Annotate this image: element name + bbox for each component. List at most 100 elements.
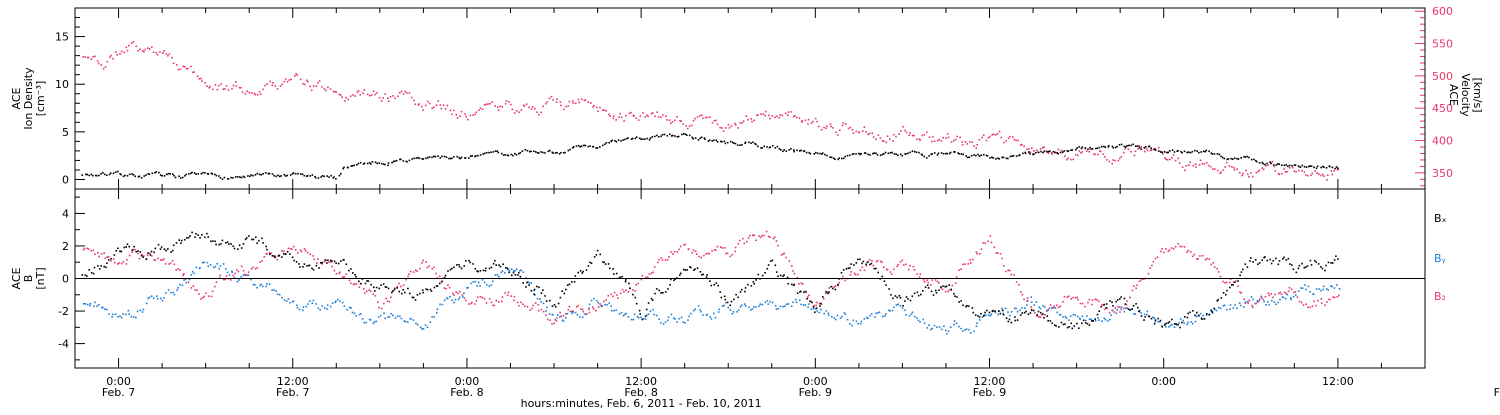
data-point (541, 309, 543, 311)
data-point (765, 302, 767, 304)
data-point (1097, 317, 1099, 319)
data-point (1040, 316, 1042, 318)
data-point (592, 306, 594, 308)
data-point (342, 276, 344, 278)
data-point (532, 305, 534, 307)
data-point (1289, 167, 1291, 169)
data-point (602, 305, 604, 307)
data-point (171, 57, 173, 59)
data-point (1181, 152, 1183, 154)
data-point (770, 146, 772, 148)
data-point (185, 174, 187, 176)
data-point (187, 68, 189, 70)
data-point (1208, 165, 1210, 167)
data-point (88, 269, 90, 271)
data-point (207, 236, 209, 238)
data-point (204, 172, 206, 174)
data-point (676, 116, 678, 118)
data-point (403, 285, 405, 287)
data-point (815, 118, 817, 120)
data-point (762, 275, 764, 277)
data-point (884, 315, 886, 317)
data-point (700, 257, 702, 259)
data-point (242, 91, 244, 93)
data-point (1234, 169, 1236, 171)
data-point (1092, 299, 1094, 301)
data-point (695, 137, 697, 139)
data-point (309, 300, 311, 302)
data-point (294, 75, 296, 77)
data-point (92, 175, 94, 177)
data-point (1239, 275, 1241, 277)
data-point (1332, 262, 1334, 264)
data-point (1075, 297, 1077, 299)
data-point (921, 154, 923, 156)
data-point (339, 271, 341, 273)
data-point (159, 51, 161, 53)
data-point (589, 304, 591, 306)
data-point (346, 309, 348, 311)
data-point (1089, 324, 1091, 326)
data-point (373, 323, 375, 325)
data-point (1321, 303, 1323, 305)
data-point (108, 313, 110, 315)
data-point (257, 94, 259, 96)
data-point (458, 299, 460, 301)
data-point (1144, 151, 1146, 153)
data-point (1066, 296, 1068, 298)
data-point (465, 116, 467, 118)
data-point (1171, 324, 1173, 326)
data-point (495, 274, 497, 276)
data-point (441, 108, 443, 110)
data-point (1103, 153, 1105, 155)
data-point (306, 306, 308, 308)
data-point (1128, 149, 1130, 151)
data-point (924, 322, 926, 324)
data-point (768, 115, 770, 117)
data-point (1058, 149, 1060, 151)
data-point (1275, 304, 1277, 306)
data-point (476, 300, 478, 302)
data-point (357, 91, 359, 93)
data-point (564, 152, 566, 154)
data-point (765, 111, 767, 113)
data-point (864, 127, 866, 129)
data-point (374, 290, 376, 292)
data-point (226, 275, 228, 277)
data-point (896, 266, 898, 268)
data-point (969, 259, 971, 261)
data-point (699, 309, 701, 311)
data-point (602, 145, 604, 147)
data-point (355, 276, 357, 278)
data-point (545, 310, 547, 312)
data-point (788, 303, 790, 305)
data-point (344, 305, 346, 307)
data-point (1223, 169, 1225, 171)
data-point (647, 116, 649, 118)
data-point (144, 49, 146, 51)
data-point (86, 275, 88, 277)
data-point (604, 304, 606, 306)
data-point (700, 271, 702, 273)
data-point (950, 152, 952, 154)
data-point (1287, 166, 1289, 168)
data-point (1051, 322, 1053, 324)
data-point (735, 247, 737, 249)
data-point (692, 137, 694, 139)
data-point (518, 305, 520, 307)
data-point (289, 302, 291, 304)
data-point (881, 261, 883, 263)
data-point (721, 141, 723, 143)
data-point (158, 244, 160, 246)
data-point (927, 284, 929, 286)
data-point (758, 305, 760, 307)
data-point (958, 269, 960, 271)
data-point (563, 315, 565, 317)
data-point (964, 329, 966, 331)
data-point (625, 281, 627, 283)
data-point (1305, 174, 1307, 176)
data-point (518, 112, 520, 114)
data-point (1147, 311, 1149, 313)
data-point (433, 267, 435, 269)
data-point (444, 156, 446, 158)
